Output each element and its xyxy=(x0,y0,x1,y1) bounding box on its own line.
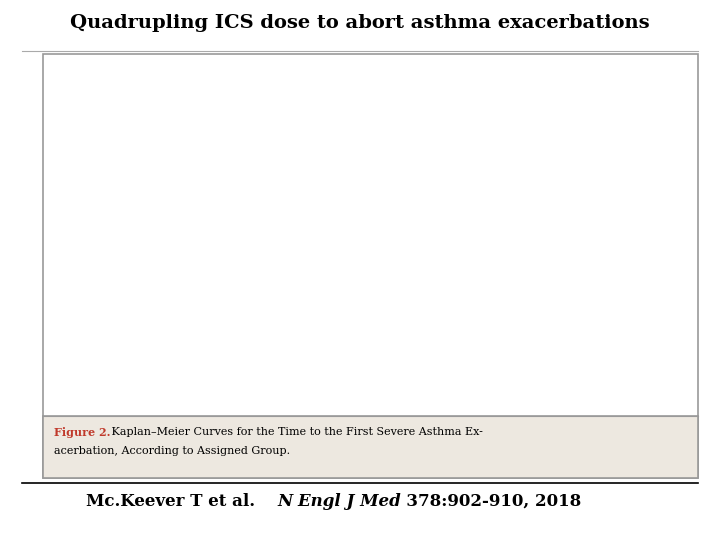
Text: 508: 508 xyxy=(576,407,594,416)
Text: 806: 806 xyxy=(197,407,215,416)
Text: 933: 933 xyxy=(102,407,121,416)
Text: Quadrupling: Quadrupling xyxy=(63,407,125,416)
Text: 558: 558 xyxy=(481,407,500,416)
Text: 727: 727 xyxy=(292,407,310,416)
Text: Figure 2.: Figure 2. xyxy=(54,427,110,437)
Text: 463: 463 xyxy=(576,366,594,375)
Text: N Engl J Med: N Engl J Med xyxy=(277,492,401,510)
Text: group: group xyxy=(76,385,104,394)
Text: Kaplan–Meier Curves for the Time to the First Severe Asthma Ex-: Kaplan–Meier Curves for the Time to the … xyxy=(108,427,483,437)
Text: 349: 349 xyxy=(678,366,697,375)
Text: 378:902-910, 2018: 378:902-910, 2018 xyxy=(403,492,582,510)
Text: No. at Risk: No. at Risk xyxy=(63,343,127,352)
Text: 938: 938 xyxy=(102,366,121,375)
Text: 791: 791 xyxy=(197,366,215,375)
Text: acerbation, According to Assigned Group.: acerbation, According to Assigned Group. xyxy=(54,446,290,456)
Text: 521: 521 xyxy=(481,366,500,375)
Y-axis label: Participants with Exacerbation (%): Participants with Exacerbation (%) xyxy=(68,99,78,297)
Text: Mc.Keever T et al.: Mc.Keever T et al. xyxy=(86,492,259,510)
Text: Non-quadrupling group: Non-quadrupling group xyxy=(495,180,620,189)
X-axis label: Days since Randomization: Days since Randomization xyxy=(312,359,487,372)
Text: Non-quadrupling: Non-quadrupling xyxy=(63,366,147,375)
Text: group: group xyxy=(76,427,104,435)
Text: 592: 592 xyxy=(387,366,405,375)
Text: Quadrupling ICS dose to abort asthma exacerbations: Quadrupling ICS dose to abort asthma exa… xyxy=(70,14,650,31)
Text: 366: 366 xyxy=(678,407,697,416)
Text: 644: 644 xyxy=(387,407,405,416)
Text: 671: 671 xyxy=(292,366,310,375)
Text: Quadrupling group: Quadrupling group xyxy=(495,207,596,216)
